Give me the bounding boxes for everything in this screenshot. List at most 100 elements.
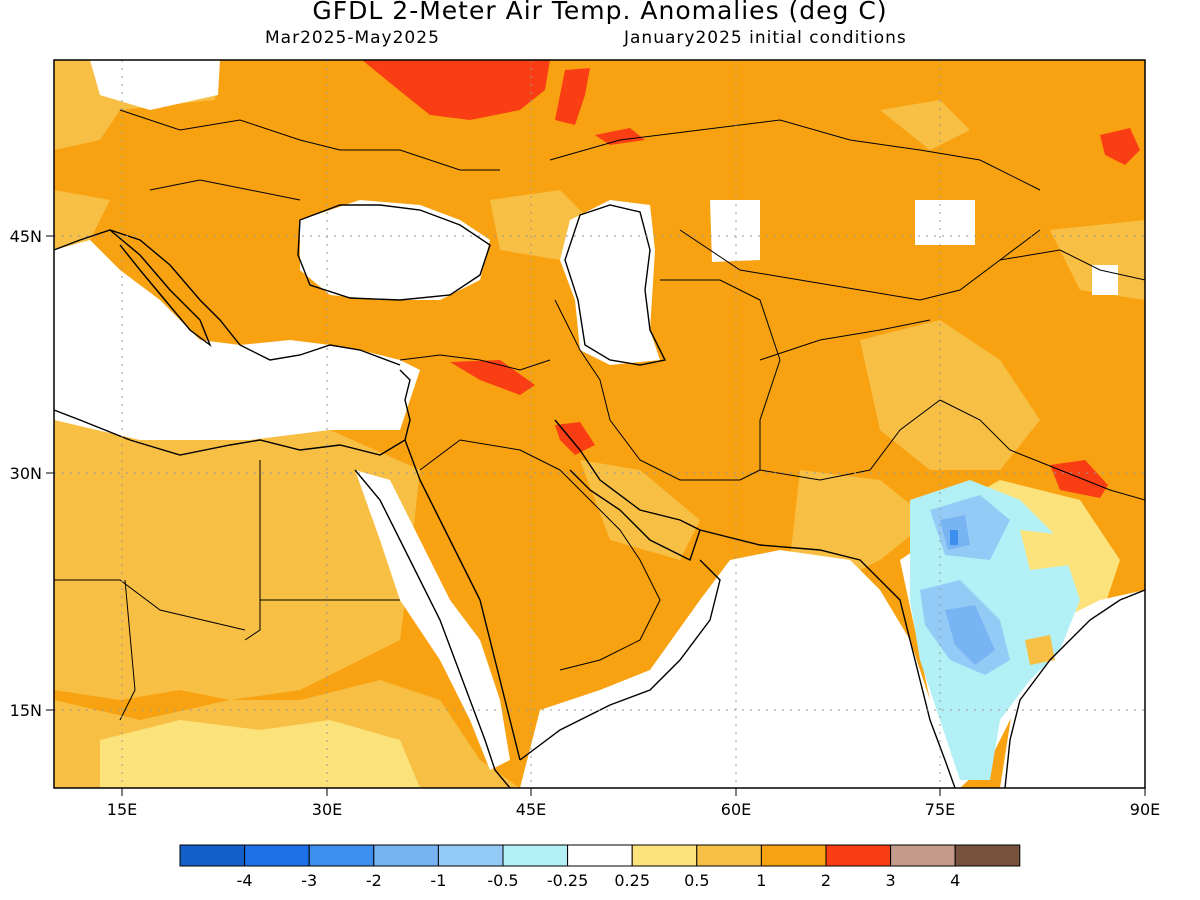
neutral-arabian-sea <box>520 550 950 788</box>
map-frame <box>53 59 1146 789</box>
legend-label: 0.25 <box>614 871 650 890</box>
anomaly-region-tibet-edge <box>860 320 1040 470</box>
neutral-spot-aral <box>710 200 760 262</box>
legend-label: 0.5 <box>684 871 709 890</box>
legend-swatch <box>631 844 698 867</box>
legend-swatch <box>954 844 1021 867</box>
neutral-red-sea <box>355 470 510 770</box>
lon-label-75e: 75E <box>925 800 955 819</box>
coast-horn-africa <box>494 769 511 788</box>
lon-label-45e: 45E <box>516 800 546 819</box>
neutral-bay-of-bengal <box>1000 590 1145 788</box>
legend-swatch <box>437 844 504 867</box>
border-europe-1 <box>119 109 500 171</box>
border-afghan <box>759 319 931 361</box>
border-kazakh-russia <box>549 119 1041 191</box>
legend-swatch <box>825 844 892 867</box>
neutral-mediterranean <box>54 240 420 440</box>
legend-swatch <box>373 844 439 867</box>
legend-swatch <box>890 844 956 867</box>
lon-label-15e: 15E <box>107 800 137 819</box>
coast-india-west <box>879 579 956 788</box>
coast-red-sea-east <box>404 439 521 761</box>
legend-labels: -4 -3 -2 -1 -0.5 -0.25 0.25 0.5 1 2 3 4 <box>237 871 961 890</box>
anomaly-hotspot-kazakhstan <box>595 128 645 145</box>
border-india-china <box>939 399 1145 501</box>
legend-swatch <box>179 844 246 867</box>
legend-swatch <box>760 844 827 867</box>
coast-iran-pakistan <box>699 529 881 581</box>
coast-india-east <box>1004 589 1145 788</box>
coast-black-sea <box>297 204 491 301</box>
initial-conditions: January2025 initial conditions <box>624 28 907 48</box>
chart-title: GFDL 2-Meter Air Temp. Anomalies (deg C) <box>312 0 888 25</box>
anomaly-hotspot-tibet <box>1050 460 1108 498</box>
neutral-black-sea <box>300 200 490 300</box>
axis-ticks <box>46 235 1146 796</box>
anomaly-region-india-north <box>790 470 930 580</box>
border-africa-1 <box>244 460 261 641</box>
lat-label-30n: 30N <box>10 464 42 483</box>
anomaly-hotspot-iraq-south <box>555 422 595 455</box>
border-saudi-1 <box>419 439 561 471</box>
lon-label-90e: 90E <box>1130 800 1160 819</box>
neutral-spot-balkhash <box>915 200 975 245</box>
coast-red-sea-west <box>354 469 496 771</box>
anomaly-cool-india-core2 <box>945 605 995 665</box>
gridlines <box>54 60 1145 788</box>
border-africa-2 <box>54 579 246 631</box>
legend-label: 2 <box>821 871 831 890</box>
anomaly-region-north-africa <box>54 420 420 700</box>
legend-label: -1 <box>430 871 446 890</box>
coastlines <box>54 204 1145 788</box>
anomaly-region-mongolia <box>1050 220 1145 300</box>
coast-arabia-south <box>519 559 721 761</box>
forecast-period: Mar2025-May2025 <box>265 28 440 48</box>
lon-label-30e: 30E <box>312 800 342 819</box>
legend-label: 3 <box>886 871 896 890</box>
anomaly-region-east-africa-pale <box>100 720 420 788</box>
border-africa-4 <box>119 579 136 721</box>
legend-swatch <box>308 844 375 867</box>
anomaly-region-central-asia-light <box>880 100 970 150</box>
lon-labels: 15E 30E 45E 60E 75E 90E <box>107 800 1160 819</box>
legend-label: -0.25 <box>547 871 588 890</box>
legend-label: 4 <box>950 871 960 890</box>
border-turkey-syria <box>399 354 551 371</box>
legend-swatch <box>696 844 762 867</box>
anomaly-hotspot-siberia <box>1100 128 1140 165</box>
border-europe-2 <box>149 179 301 201</box>
neutral-europe-west <box>90 60 220 110</box>
legend-label: -3 <box>301 871 317 890</box>
anomaly-hotspot-volga <box>555 68 590 125</box>
border-iran-1 <box>554 299 761 481</box>
legend-label: 1 <box>756 871 766 890</box>
coast-caspian <box>564 204 667 366</box>
political-borders <box>54 109 1145 721</box>
neutral-spot-mongolia <box>1092 265 1118 295</box>
legend-swatch <box>502 844 569 867</box>
coast-italy <box>109 229 212 348</box>
anomaly-warm-india-inset <box>1020 530 1070 570</box>
lat-labels: 15N 30N 45N <box>10 227 42 720</box>
border-pakistan <box>759 399 941 481</box>
legend-colorbar <box>179 844 1021 867</box>
legend-label: -0.5 <box>487 871 518 890</box>
neutral-caspian <box>560 200 660 365</box>
lat-label-15n: 15N <box>10 701 42 720</box>
border-china-mongolia <box>999 249 1145 281</box>
anomaly-cool-india-deep <box>950 530 958 545</box>
anomaly-warm-india-inset2 <box>1025 635 1055 665</box>
border-iran-2 <box>660 279 781 470</box>
legend-label: -2 <box>366 871 382 890</box>
anomaly-hotspot-russia <box>362 60 550 120</box>
anomaly-hotspot-iraq-north <box>450 360 535 395</box>
legend-label: -4 <box>237 871 253 890</box>
anomaly-field <box>54 60 1145 788</box>
legend-swatch <box>244 844 310 867</box>
lon-label-60e: 60E <box>721 800 751 819</box>
border-kazakh-south <box>679 229 1041 301</box>
legend-swatch <box>567 844 633 867</box>
anomaly-region-iberia-africa-nw <box>54 190 110 250</box>
